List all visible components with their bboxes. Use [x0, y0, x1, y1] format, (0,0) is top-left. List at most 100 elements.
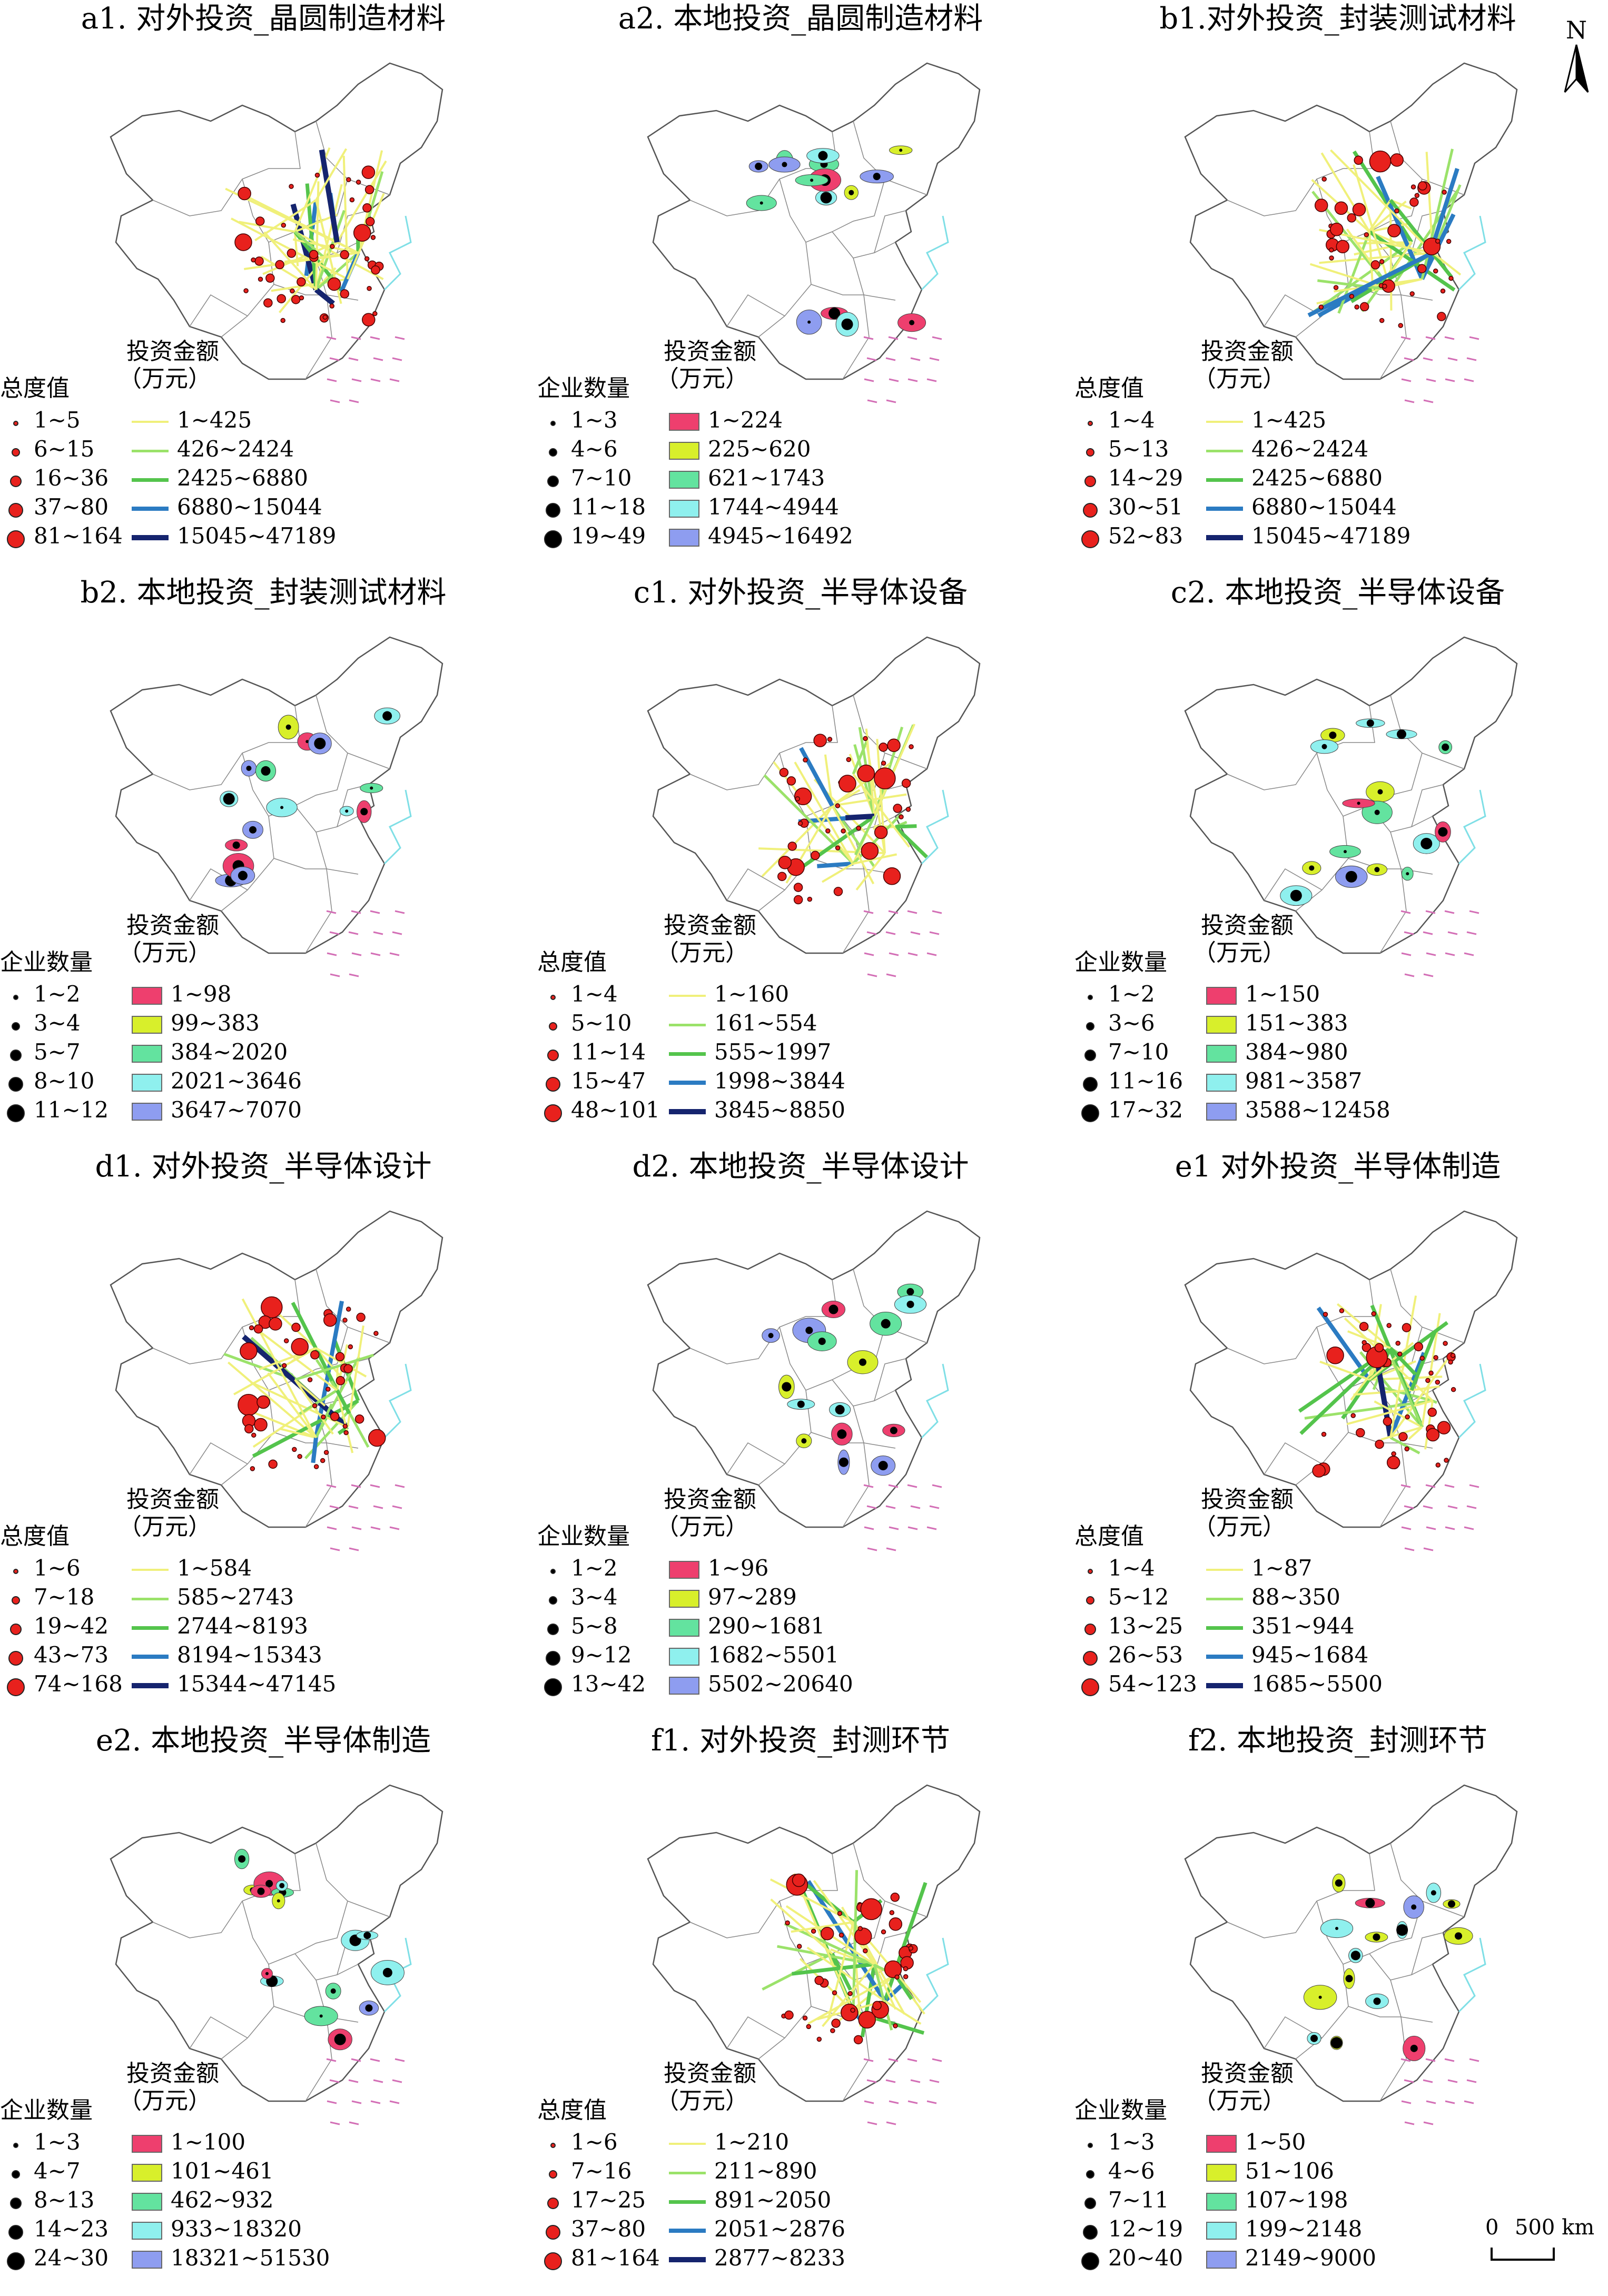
- legend-amount-label: 1~150: [1245, 981, 1320, 1007]
- city-node: [1319, 305, 1323, 309]
- south-sea-island: [1424, 974, 1433, 976]
- legend-amount-symbol: [1206, 2164, 1237, 2182]
- legend-amount-label: 621~1743: [708, 465, 825, 491]
- city-node: [1362, 1340, 1366, 1344]
- city-node: [1405, 1415, 1409, 1419]
- city-node: [1371, 261, 1379, 269]
- legend-size-item: 1~3: [5, 2127, 81, 2159]
- enterprise-count-dot: [899, 149, 902, 152]
- south-sea-island: [1402, 379, 1411, 381]
- south-sea-island: [330, 1548, 340, 1550]
- legend-size-label: 37~80: [34, 494, 108, 520]
- city-node: [909, 745, 913, 749]
- legend-size-item: 30~51: [1080, 492, 1183, 523]
- south-sea-island: [1445, 2059, 1454, 2061]
- legend-amount-item: 3845~8850: [669, 1095, 845, 1125]
- legend-size-symbol: [1084, 2198, 1096, 2209]
- city-node: [1327, 1347, 1344, 1364]
- legend-size-item: 1~5: [5, 405, 81, 437]
- legend-size-label: 17~32: [1108, 1097, 1183, 1123]
- legend-amount-symbol: [1206, 1655, 1243, 1659]
- legend-amount-label: 88~350: [1251, 1584, 1340, 1610]
- city-node: [1441, 289, 1445, 293]
- legend-amount-item: 384~980: [1206, 1037, 1348, 1067]
- city-node: [328, 278, 340, 291]
- legend-amount-label: 211~890: [714, 2158, 817, 2184]
- legend-amount-symbol: [1206, 478, 1243, 482]
- south-sea-island: [1424, 400, 1433, 402]
- legend-size-item: 5~12: [1080, 1582, 1169, 1614]
- legend-size-symbol: [1081, 2252, 1099, 2270]
- city-node: [1435, 1380, 1439, 1384]
- panel-title: e2. 本地投资_半导体制造: [0, 1722, 527, 1760]
- enterprise-count-dot: [907, 1301, 914, 1308]
- south-sea-island: [349, 2122, 359, 2124]
- panel-title: b1.对外投资_封装测试材料: [1074, 0, 1601, 38]
- city-node: [836, 846, 840, 850]
- south-sea-island: [373, 1506, 383, 1508]
- city-node: [1335, 202, 1347, 214]
- legend-size-label: 15~47: [571, 1068, 646, 1094]
- south-sea-island: [1424, 2122, 1433, 2124]
- city-node: [1415, 193, 1419, 197]
- legend-size-item: 17~25: [542, 2185, 646, 2216]
- south-sea-island: [886, 1548, 896, 1550]
- city-node: [311, 1351, 319, 1359]
- country-outline: [111, 63, 442, 379]
- legend-size-item: 74~168: [5, 1669, 123, 1700]
- legend-size-symbol: [8, 1651, 23, 1666]
- legend-amount-item: 2021~3646: [132, 1066, 302, 1096]
- city-node: [238, 187, 251, 200]
- enterprise-count-dot: [223, 793, 235, 805]
- city-node: [1353, 203, 1365, 216]
- city-node: [252, 1433, 256, 1437]
- legend-size-label: 48~101: [571, 1097, 660, 1123]
- city-node: [1380, 319, 1384, 323]
- legend-amount-symbol: [669, 1024, 706, 1026]
- city-node: [343, 1424, 347, 1428]
- south-sea-island: [1423, 1506, 1433, 1508]
- legend-size-label: 3~4: [34, 1010, 81, 1036]
- legend-amount-label: 1685~5500: [1251, 1671, 1383, 1697]
- legend-size-symbol: [544, 530, 562, 548]
- city-node: [291, 1338, 308, 1355]
- city-node: [298, 1454, 302, 1459]
- legend-amount-symbol: [132, 2222, 162, 2240]
- south-sea-island: [864, 953, 874, 955]
- legend-amount-label: 8194~15343: [177, 1642, 322, 1668]
- city-node: [297, 278, 305, 286]
- city-node: [315, 173, 319, 177]
- south-sea-island: [352, 2101, 361, 2103]
- enterprise-count-dot: [879, 1461, 888, 1470]
- city-node: [817, 2037, 821, 2041]
- legend-size-symbol: [546, 1077, 560, 1092]
- legend-size-label: 20~40: [1108, 2245, 1183, 2271]
- south-sea-island: [907, 911, 917, 913]
- legend-amount-label: 5502~20640: [708, 1671, 853, 1697]
- legend-size-label: 81~164: [571, 2245, 660, 2271]
- enterprise-count-dot: [331, 1988, 336, 1994]
- city-node: [1387, 1323, 1391, 1328]
- city-node: [235, 234, 252, 251]
- legend-size-label: 4~6: [571, 436, 618, 462]
- city-node: [244, 289, 248, 293]
- legend-size-item: 3~4: [542, 1582, 618, 1614]
- city-node: [895, 1975, 899, 1979]
- city-node: [859, 2011, 875, 2028]
- legend-amount-symbol: [669, 2229, 706, 2233]
- south-sea-island: [390, 2101, 399, 2103]
- legend-size-title: 总度值: [1074, 1522, 1144, 1551]
- city-node: [277, 294, 285, 303]
- legend-amount-label: 426~2424: [177, 436, 294, 462]
- city-node: [1442, 190, 1446, 194]
- city-node: [357, 180, 361, 184]
- legend-amount-label: 2425~6880: [177, 465, 308, 491]
- south-sea-island: [1426, 379, 1436, 381]
- legend-amount-item: 384~2020: [132, 1037, 288, 1067]
- legend-size-label: 5~12: [1108, 1584, 1169, 1610]
- south-sea-island: [867, 400, 877, 402]
- legend-amount-item: 945~1684: [1206, 1640, 1368, 1670]
- legend-amount-label: 2149~9000: [1245, 2245, 1376, 2271]
